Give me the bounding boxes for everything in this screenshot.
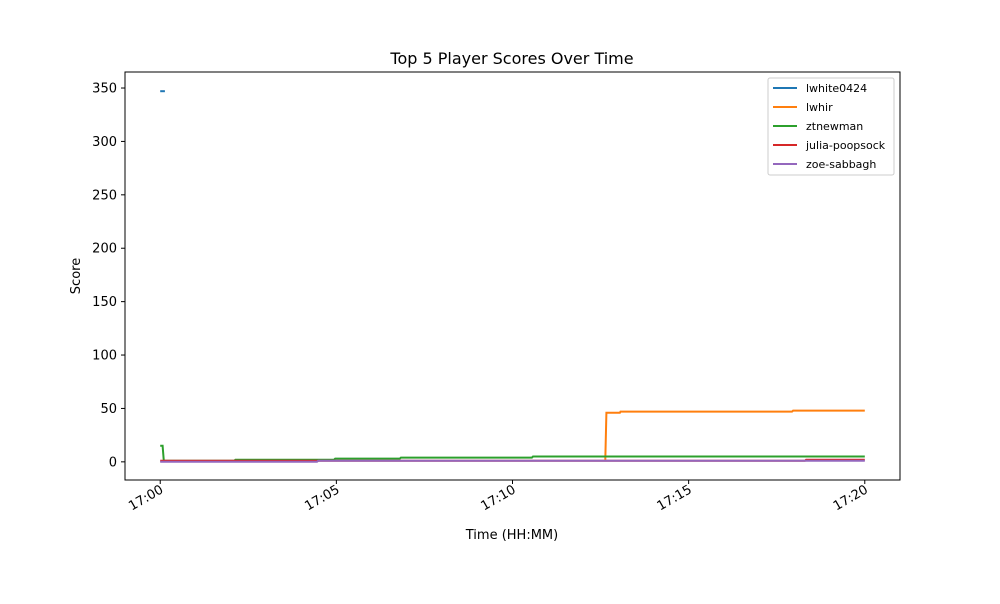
x-tick-label: 17:05 — [302, 482, 342, 514]
y-tick-label: 250 — [92, 188, 117, 203]
y-tick-label: 0 — [109, 455, 117, 470]
x-axis-label: Time (HH:MM) — [465, 528, 558, 543]
legend: lwhite0424 lwhir ztnewman julia-poopsock zoe… — [767, 77, 895, 176]
chart-title: Top 5 Player Scores Over Time — [389, 49, 633, 68]
series-line-ztnewman — [160, 444, 865, 462]
legend-box — [767, 77, 895, 176]
plot-frame — [124, 71, 901, 481]
legend-label: lwhir — [806, 101, 833, 114]
series-line-zoe-sabbagh — [160, 459, 865, 463]
y-tick-label: 300 — [92, 135, 117, 150]
y-tick-label: 150 — [92, 295, 117, 310]
y-tick-label: 200 — [92, 242, 117, 257]
y-axis-label: Score — [69, 258, 84, 294]
y-tick-label: 100 — [92, 349, 117, 364]
x-tick-label: 17:20 — [831, 482, 871, 514]
legend-label: lwhite0424 — [806, 82, 867, 95]
x-tick-label: 17:10 — [479, 482, 519, 514]
y-tick-label: 350 — [92, 82, 117, 97]
legend-label: zoe-sabbagh — [806, 158, 876, 171]
legend-label: julia-poopsock — [805, 139, 886, 152]
series-line-lwhir — [604, 409, 865, 460]
x-tick-label: 17:15 — [655, 482, 695, 514]
legend-label: ztnewman — [806, 120, 863, 133]
x-tick-label: 17:00 — [126, 482, 166, 514]
y-tick-label: 50 — [100, 402, 117, 417]
